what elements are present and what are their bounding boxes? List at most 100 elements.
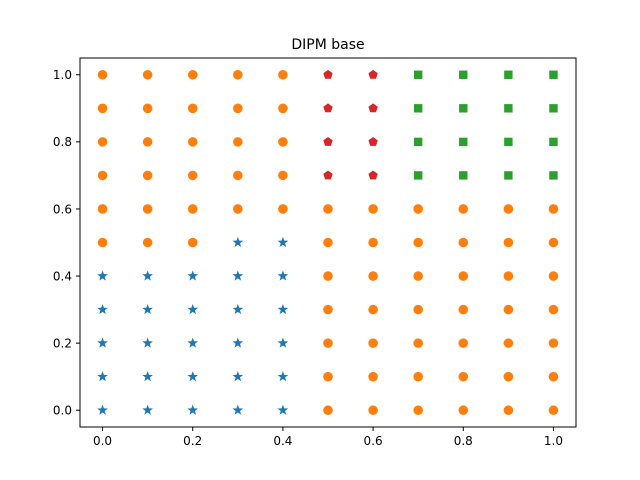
circle-marker-point (368, 371, 378, 382)
star-marker-point (232, 236, 244, 248)
circle-marker-point (413, 338, 423, 348)
circle-marker-point (413, 405, 423, 416)
circle-marker-point (458, 338, 469, 348)
circle-marker-point (278, 170, 288, 181)
star-marker-point (142, 303, 153, 315)
circle-marker-point (413, 304, 423, 315)
square-marker-point (504, 104, 513, 113)
circle-marker-point (458, 304, 469, 315)
circle-marker-point (323, 237, 333, 248)
circle-marker-point (413, 371, 423, 382)
star-marker-point (142, 337, 153, 348)
circle-marker-point (503, 371, 514, 382)
y-axis-ticks: 0.0 0.2 0.4 0.6 0.8 1.0 (53, 68, 80, 418)
circle-marker-point (97, 103, 108, 114)
star-marker-point (187, 337, 199, 348)
circle-marker-point (548, 405, 559, 416)
circle-marker-point (187, 137, 198, 147)
circle-marker-point (323, 405, 333, 416)
plot-markers (97, 69, 559, 416)
circle-marker-point (413, 271, 423, 281)
x-tick-label: 0.2 (183, 434, 202, 448)
circle-marker-point (97, 204, 108, 214)
chart-title: DIPM base (291, 37, 364, 53)
circle-marker-point (323, 338, 333, 348)
x-axis-ticks: 0.0 0.2 0.4 0.6 0.8 1.0 (93, 427, 563, 448)
y-tick-label: 0.0 (53, 404, 72, 418)
star-marker-point (187, 270, 199, 281)
star-marker-point (97, 371, 108, 382)
circle-marker-point (233, 137, 243, 147)
circle-marker-point (413, 204, 423, 214)
y-tick-label: 1.0 (53, 68, 72, 82)
circle-marker-point (233, 170, 243, 181)
star-marker-point (232, 337, 244, 348)
circle-marker-point (323, 204, 333, 214)
star-marker-point (277, 270, 289, 281)
plot-frame (79, 57, 577, 428)
circle-marker-point (233, 204, 243, 214)
square-marker-point (459, 104, 468, 113)
star-marker-point (277, 371, 289, 382)
square-marker-point (504, 137, 513, 147)
circle-marker-point (548, 237, 559, 248)
pentagon-marker-point (368, 170, 378, 180)
square-marker-point (549, 137, 558, 147)
circle-marker-point (142, 137, 153, 147)
circle-marker-point (503, 237, 514, 248)
star-marker-point (187, 404, 199, 415)
circle-marker-point (503, 405, 514, 416)
circle-marker-point (503, 338, 514, 348)
star-marker-point (277, 404, 289, 415)
pentagon-marker-point (368, 69, 378, 79)
square-marker-point (459, 70, 468, 79)
star-marker-point (232, 270, 244, 281)
circle-marker-point (368, 338, 378, 348)
circle-marker-point (503, 204, 514, 214)
square-marker-point (504, 171, 513, 180)
star-marker-point (142, 404, 153, 415)
pentagon-marker-point (323, 170, 333, 180)
circle-marker-point (278, 69, 288, 80)
circle-marker-point (278, 137, 288, 147)
circle-marker-point (142, 204, 153, 214)
star-marker-point (277, 303, 289, 315)
circle-marker-point (142, 69, 153, 80)
circle-marker-point (368, 237, 378, 248)
star-marker-point (232, 404, 244, 415)
circle-marker-point (458, 204, 469, 214)
pentagon-marker-point (368, 136, 378, 146)
star-marker-point (187, 371, 199, 382)
x-tick-label: 0.8 (454, 434, 473, 448)
circle-marker-point (503, 271, 514, 281)
circle-marker-point (548, 204, 559, 214)
square-marker-point (504, 70, 513, 79)
circle-marker-point (187, 170, 198, 181)
square-marker-point (413, 171, 423, 180)
square-marker-point (549, 70, 558, 79)
circle-marker-point (323, 304, 333, 315)
circle-marker-point (278, 204, 288, 214)
star-marker-point (232, 371, 244, 382)
star-marker-point (97, 303, 108, 315)
y-tick-label: 0.8 (53, 135, 72, 149)
square-marker-point (413, 70, 423, 79)
circle-marker-point (458, 237, 469, 248)
circle-marker-point (142, 237, 153, 248)
star-marker-point (277, 337, 289, 348)
circle-marker-point (548, 371, 559, 382)
circle-marker-point (187, 69, 198, 80)
star-marker-point (232, 303, 244, 315)
x-tick-label: 1.0 (544, 434, 563, 448)
x-tick-label: 0.0 (93, 434, 112, 448)
circle-marker-point (187, 103, 198, 114)
pentagon-marker-point (323, 69, 333, 79)
circle-marker-point (548, 304, 559, 315)
circle-marker-point (187, 204, 198, 214)
circle-marker-point (233, 103, 243, 114)
square-marker-point (413, 137, 423, 147)
star-marker-point (97, 404, 108, 415)
circle-marker-point (142, 170, 153, 181)
square-marker-point (413, 104, 423, 113)
